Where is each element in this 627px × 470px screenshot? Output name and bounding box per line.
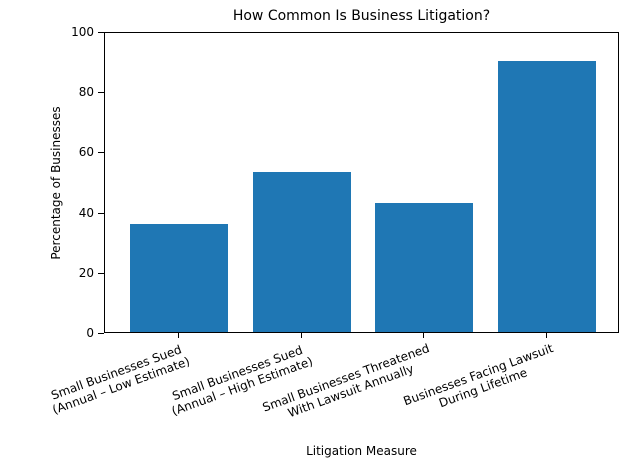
x-tick-mark [423,333,425,338]
chart-title: How Common Is Business Litigation? [232,8,491,24]
y-tick-label: 40 [78,205,94,220]
y-tick-label: 60 [78,145,94,160]
y-tick-mark [98,92,104,93]
y-axis-label: Percentage of Businesses [49,106,63,260]
bar-3 [375,202,474,332]
bar-2 [252,172,351,332]
y-tick-mark [98,213,104,214]
plot-area [104,32,619,333]
x-tick-mark [178,333,179,338]
bar-1 [130,223,228,332]
x-tick-mark [545,333,547,338]
x-axis-label: Litigation Measure [306,444,417,458]
y-tick-label: 80 [78,85,94,100]
y-tick-mark [98,152,104,153]
bar-4 [497,61,596,332]
y-tick-mark [98,32,104,33]
y-tick-mark [98,273,104,274]
x-tick-mark [300,333,302,338]
y-tick-label: 0 [86,326,94,340]
y-tick-label: 100 [71,25,94,39]
y-tick-label: 20 [78,265,94,280]
y-tick-mark [98,333,104,334]
